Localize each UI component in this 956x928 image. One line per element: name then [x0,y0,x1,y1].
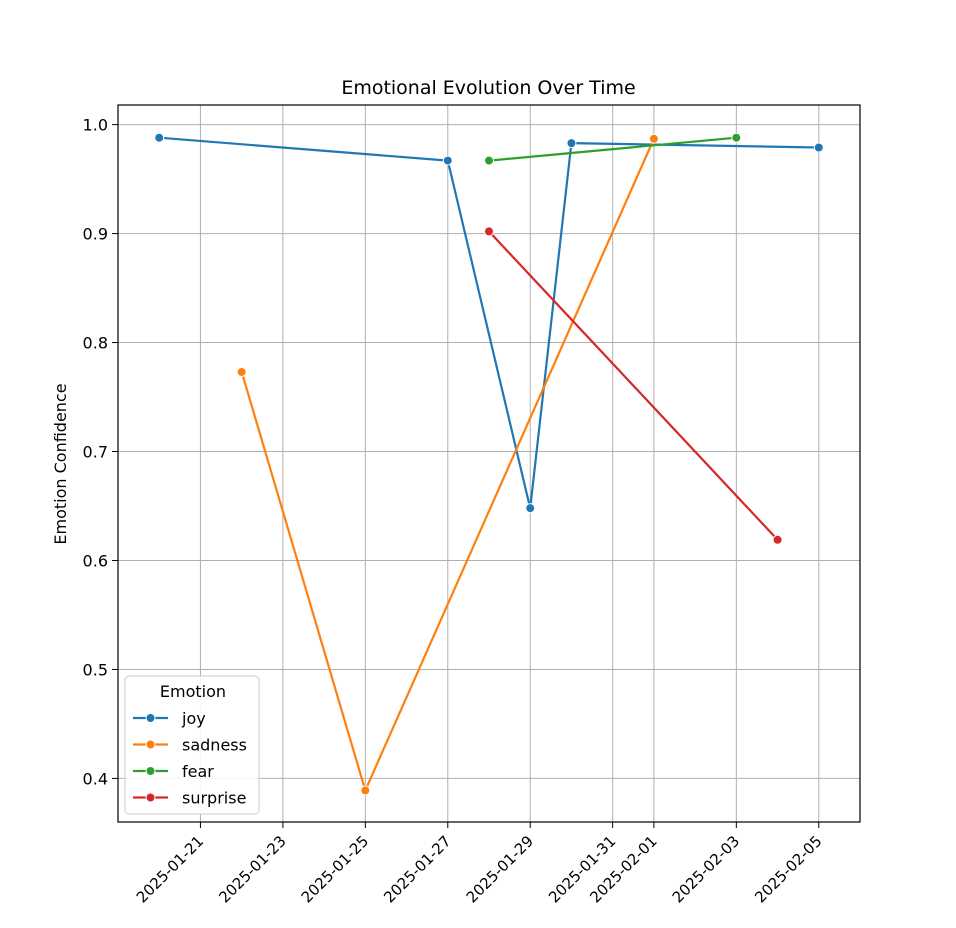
chart-title: Emotional Evolution Over Time [341,77,635,99]
legend-swatch-marker-fear [145,766,156,776]
y-tick-label: 0.8 [83,334,108,353]
data-point-joy [525,503,536,514]
y-tick-label: 1.0 [83,116,108,135]
y-tick-label: 0.6 [83,551,108,570]
series-line-fear [488,136,737,162]
data-point-fear [731,132,742,143]
y-tick-label: 0.5 [83,660,108,679]
y-tick-label: 0.4 [83,769,108,788]
plot-frame [117,104,861,823]
series-surprise [484,226,783,545]
data-point-fear [484,155,494,166]
legend-swatch-marker-joy [145,713,156,723]
legend-box [124,675,260,815]
data-point-joy [566,138,577,149]
y-tick-label: 0.9 [83,225,108,244]
legend-label-surprise: surprise [182,789,246,808]
legend-swatch-marker-surprise [145,792,156,803]
data-point-joy [442,155,453,166]
legend: Emotion joy sadness fear surprise [124,675,260,815]
series-fear [484,132,742,166]
data-point-sadness [236,366,247,377]
legend-label-sadness: sadness [182,736,247,755]
y-tick-label: 0.7 [83,443,108,462]
series-lines [154,132,824,796]
data-point-sadness [360,785,371,796]
data-point-joy [154,132,165,143]
series-sadness [236,133,659,796]
legend-title: Emotion [160,682,226,701]
legend-swatch-marker-sadness [145,739,156,750]
data-point-surprise [484,226,494,237]
y-axis-label: Emotion Confidence [51,383,70,544]
legend-label-fear: fear [182,762,214,781]
series-line-surprise [488,230,779,541]
y-axis-ticks: 0.4 0.5 0.6 0.7 0.8 0.9 1.0 [83,116,118,788]
data-point-sadness [648,133,659,144]
data-point-surprise [772,534,783,545]
legend-label-joy: joy [181,709,206,728]
data-point-joy [813,142,824,153]
